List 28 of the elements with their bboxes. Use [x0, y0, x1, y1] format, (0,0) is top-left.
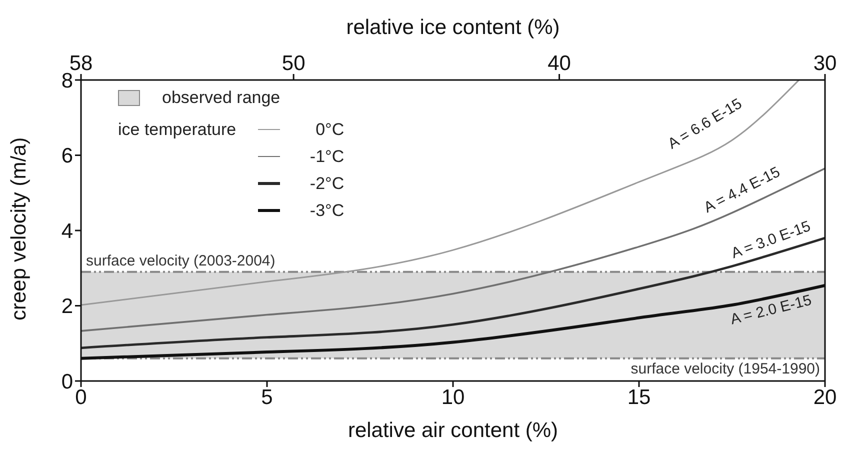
annotation: A = 2.0 E-15: [728, 292, 814, 328]
line-series: [81, 168, 825, 332]
x-axis-title: relative air content (%): [348, 419, 558, 442]
x2-axis-title: relative ice content (%): [346, 16, 560, 39]
y-axis-title: creep velocity (m/a): [7, 137, 30, 320]
y-tick-label: 2: [61, 295, 73, 318]
legend-label: 0°C: [314, 120, 344, 140]
y-tick-label: 8: [61, 69, 73, 92]
legend-label: -1°C: [308, 146, 344, 166]
ref-line-label: surface velocity (1954-1990): [630, 360, 820, 378]
annotation: A = 4.4 E-15: [701, 164, 783, 216]
legend-label: -2°C: [308, 174, 344, 194]
x-tick-label: 5: [261, 386, 273, 409]
y-tick-label: 4: [61, 220, 74, 243]
legend-label: -3°C: [308, 200, 344, 220]
annotation: A = 6.6 E-15: [665, 95, 745, 153]
legend-label: observed range: [162, 88, 280, 108]
y-tick-label: 6: [61, 144, 73, 168]
x2-tick-label: 50: [282, 52, 306, 75]
x-tick-label: 15: [627, 386, 651, 409]
x-tick-label: 10: [441, 386, 465, 409]
x2-tick-label: 40: [548, 52, 571, 75]
x-tick-label: 20: [813, 386, 837, 409]
legend-title: ice temperature: [118, 119, 236, 141]
ref-line-label: surface velocity (2003-2004): [86, 252, 276, 270]
annotation: A = 3.0 E-15: [729, 218, 813, 262]
y-tick-label: 0: [61, 370, 73, 394]
x2-tick-label: 30: [813, 52, 837, 75]
